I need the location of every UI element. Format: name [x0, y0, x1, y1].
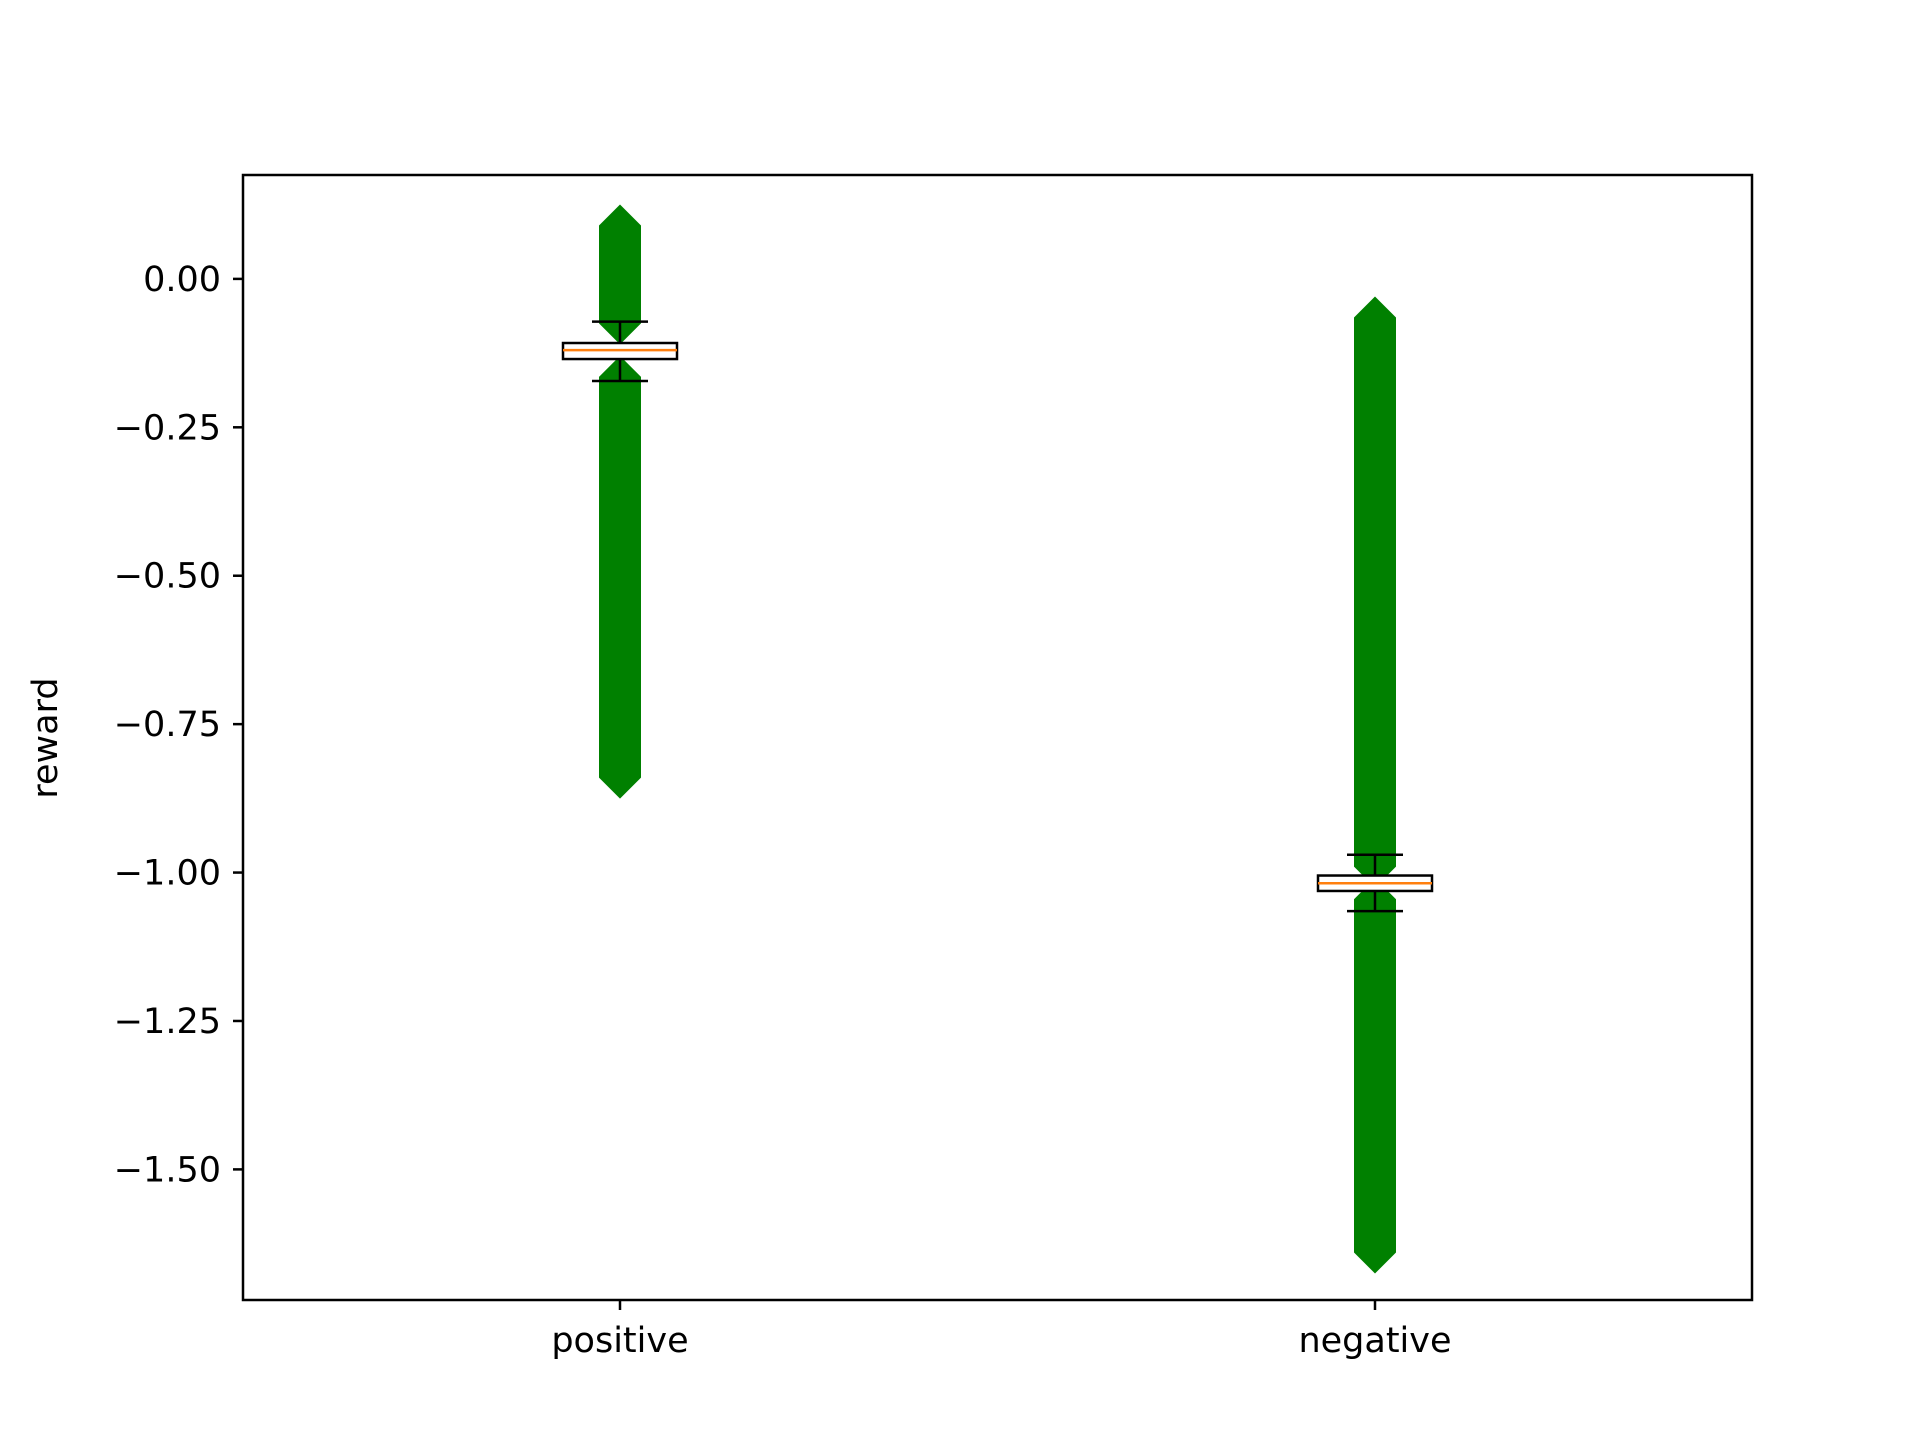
- outlier-marker: [1354, 754, 1396, 797]
- outlier-marker: [599, 286, 641, 329]
- x-tick-label-negative: negative: [1298, 1321, 1451, 1361]
- x-axis: positive negative: [551, 1300, 1452, 1361]
- axes-frame: [241, 173, 1754, 1302]
- outlier-marker: [1354, 937, 1396, 980]
- outliers-high-positive: [599, 204, 641, 345]
- outlier-marker: [1354, 1172, 1396, 1215]
- outlier-marker: [1354, 662, 1396, 705]
- outlier-marker: [1354, 996, 1396, 1039]
- y-axis: 0.00 −0.25 −0.50 −0.75 −1.00 −1.25 −1.50: [114, 260, 243, 1190]
- y-tick-label: −0.75: [114, 705, 221, 745]
- outlier-marker: [599, 756, 641, 799]
- outlier-marker: [599, 422, 641, 465]
- plot-area: [561, 204, 1434, 1274]
- outlier-marker: [1354, 1231, 1396, 1274]
- outlier-marker: [1354, 1113, 1396, 1156]
- outlier-marker: [599, 689, 641, 732]
- outlier-marker: [599, 489, 641, 532]
- y-tick-label: 0.00: [143, 260, 221, 300]
- outliers-low-positive: [599, 355, 641, 799]
- box-negative: [1316, 296, 1434, 1274]
- outlier-marker: [1354, 388, 1396, 431]
- outliers-high-negative: [1354, 296, 1396, 888]
- outlier-marker: [1354, 479, 1396, 522]
- x-tick-label-positive: positive: [551, 1321, 688, 1361]
- outlier-marker: [1354, 1054, 1396, 1097]
- y-tick-label: −1.50: [114, 1150, 221, 1190]
- outlier-marker: [599, 556, 641, 599]
- outlier-marker: [599, 622, 641, 665]
- y-tick-label: −0.25: [114, 408, 221, 448]
- outlier-marker: [1354, 571, 1396, 614]
- outlier-marker: [1354, 296, 1396, 339]
- y-tick-label: −1.00: [114, 854, 221, 894]
- y-tick-label: −0.50: [114, 557, 221, 597]
- outliers-low-negative: [1354, 878, 1396, 1274]
- y-axis-label: reward: [26, 677, 66, 798]
- box-positive: [561, 204, 679, 799]
- y-tick-label: −1.25: [114, 1002, 221, 1042]
